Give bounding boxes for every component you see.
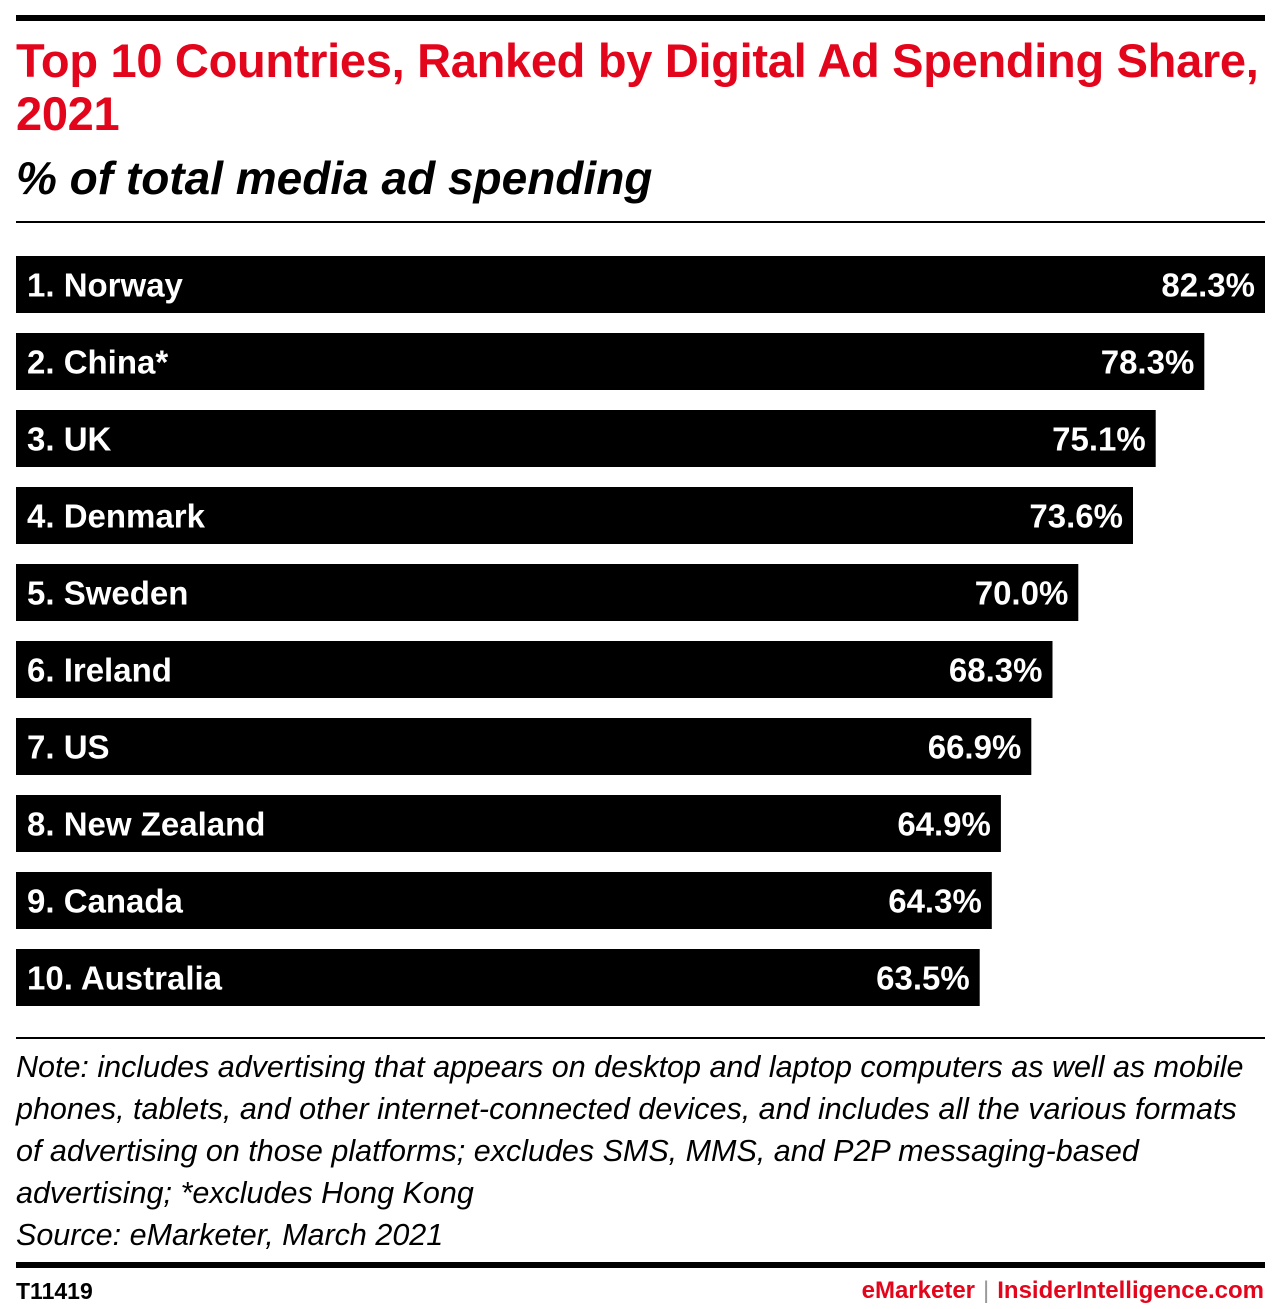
note-text: Note: includes advertising that appears …	[16, 1050, 1244, 1210]
brand-footer: eMarketer | InsiderIntelligence.com	[862, 1276, 1264, 1306]
value-label: 70.0%	[975, 575, 1069, 612]
category-label: 9. Canada	[27, 883, 184, 920]
bar	[16, 256, 1265, 313]
bar-group: 4. Denmark 73.6%	[16, 487, 1133, 544]
value-label: 64.9%	[897, 806, 991, 843]
category-label: 4. Denmark	[27, 498, 206, 535]
note-rule	[16, 1037, 1265, 1039]
category-label: 8. New Zealand	[27, 806, 265, 843]
bar-group: 8. New Zealand 64.9%	[16, 795, 1001, 852]
value-label: 66.9%	[928, 729, 1022, 766]
chart-title: Top 10 Countries, Ranked by Digital Ad S…	[16, 34, 1259, 140]
value-label: 78.3%	[1101, 344, 1195, 381]
bar	[16, 564, 1079, 621]
value-label: 63.5%	[876, 960, 970, 997]
bar-group: 10. Australia 63.5%	[16, 949, 980, 1006]
chart-subtitle: % of total media ad spending	[16, 152, 653, 204]
value-label: 64.3%	[888, 883, 982, 920]
bar	[16, 795, 1001, 852]
bar	[16, 641, 1053, 698]
bar	[16, 949, 980, 1006]
top-rule	[16, 15, 1265, 21]
category-label: 2. China*	[27, 344, 168, 381]
category-label: 1. Norway	[27, 267, 184, 304]
source-text: Source: eMarketer, March 2021	[16, 1218, 444, 1252]
chart-note: Note: includes advertising that appears …	[16, 1046, 1268, 1256]
bar-group: 1. Norway 82.3%	[16, 256, 1265, 313]
footer-rule	[16, 1262, 1265, 1268]
brand-insider-intelligence: InsiderIntelligence.com	[997, 1277, 1264, 1304]
bar-group: 6. Ireland 68.3%	[16, 641, 1053, 698]
value-label: 82.3%	[1161, 267, 1255, 304]
chart-id: T11419	[16, 1278, 93, 1304]
bar-group: 9. Canada 64.3%	[16, 872, 992, 929]
value-label: 73.6%	[1029, 498, 1123, 535]
bar	[16, 410, 1156, 467]
subtitle-rule	[16, 221, 1265, 223]
category-label: 10. Australia	[27, 960, 223, 997]
bar	[16, 718, 1032, 775]
category-label: 5. Sweden	[27, 575, 188, 612]
brand-emarketer: eMarketer	[861, 1277, 976, 1304]
category-label: 3. UK	[27, 421, 112, 458]
bar	[16, 333, 1205, 390]
bar-group: 2. China* 78.3%	[16, 333, 1205, 390]
category-label: 6. Ireland	[27, 652, 172, 689]
value-label: 75.1%	[1052, 421, 1146, 458]
bar	[16, 872, 992, 929]
category-label: 7. US	[27, 729, 110, 766]
brand-separator: |	[983, 1277, 990, 1304]
bar	[16, 487, 1133, 544]
bar-group: 5. Sweden 70.0%	[16, 564, 1079, 621]
value-label: 68.3%	[949, 652, 1043, 689]
bar-group: 7. US 66.9%	[16, 718, 1032, 775]
bar-group: 3. UK 75.1%	[16, 410, 1156, 467]
